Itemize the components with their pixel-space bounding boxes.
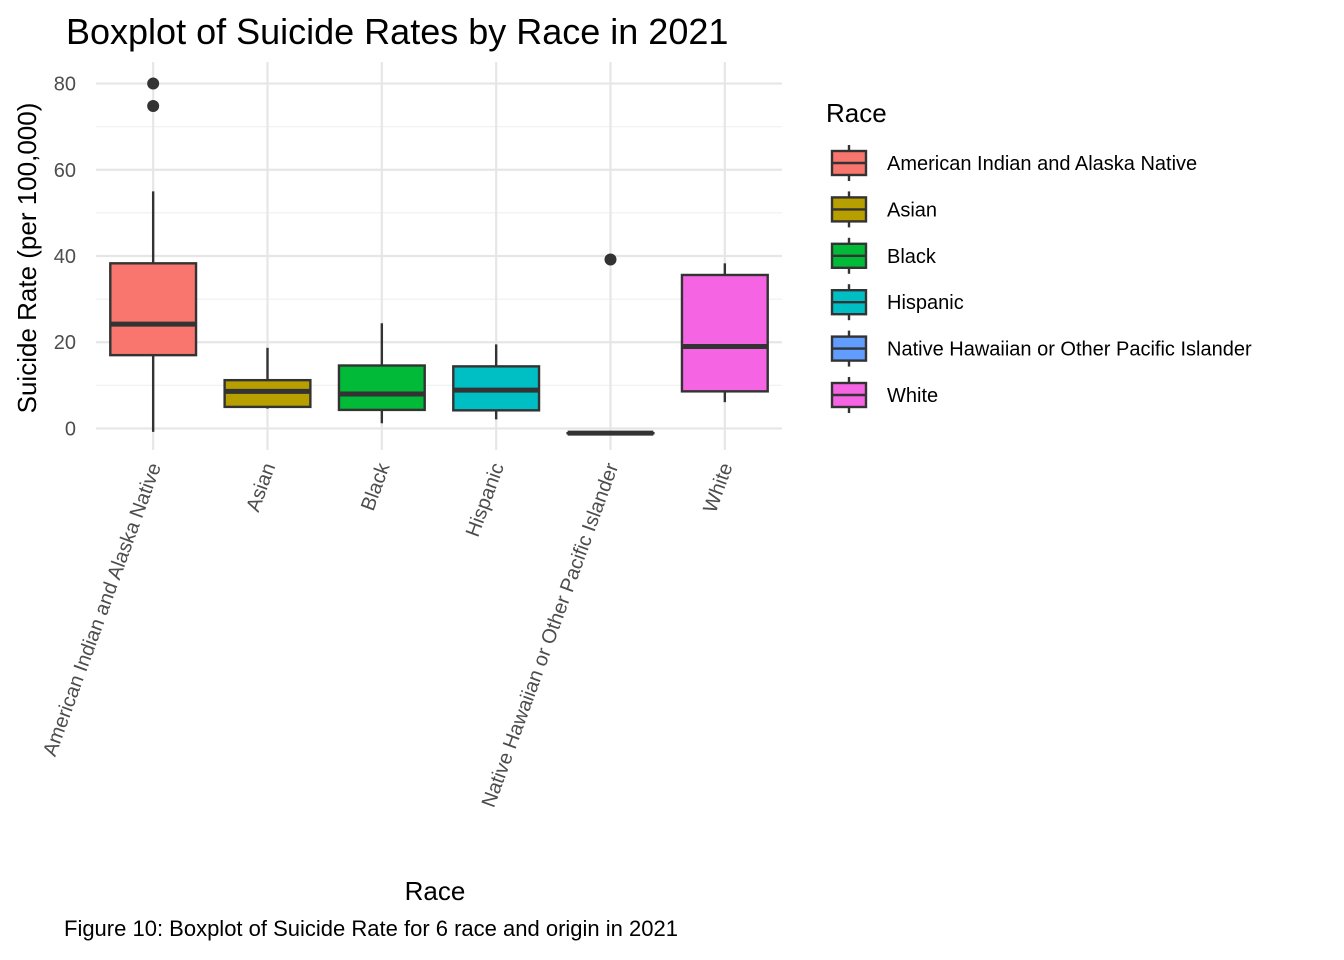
legend-item: Hispanic	[830, 284, 964, 321]
box-white	[680, 263, 769, 403]
legend-label: American Indian and Alaska Native	[887, 153, 1197, 175]
legend-item: Asian	[830, 191, 937, 228]
legend-label: Asian	[887, 199, 937, 221]
legend-label: White	[887, 385, 938, 407]
legend: Race American Indian and Alaska Native As…	[826, 98, 1252, 413]
legend-item: Black	[830, 237, 937, 274]
legend-title: Race	[826, 98, 887, 128]
y-axis-title: Suicide Rate (per 100,000)	[12, 103, 42, 414]
y-tick-label: 0	[65, 418, 76, 440]
box-iqr	[680, 273, 769, 393]
y-tick-label: 80	[54, 74, 76, 96]
legend-item: Native Hawaiian or Other Pacific Islande…	[830, 330, 1252, 367]
box-american-indian-and-alaska-native	[109, 77, 198, 432]
x-tick-label: Hispanic	[462, 460, 509, 540]
x-axis-title: Race	[405, 876, 466, 906]
x-tick-label: American Indian and Alaska Native	[39, 460, 166, 759]
box-black	[337, 323, 426, 424]
box-native-hawaiian-or-other-pacific-islander	[566, 253, 655, 436]
legend-item: American Indian and Alaska Native	[830, 145, 1197, 181]
box-iqr	[109, 262, 198, 357]
x-tick-label: Asian	[242, 460, 280, 515]
box-hispanic	[452, 344, 541, 420]
legend-item: White	[830, 377, 938, 413]
y-tick-label: 40	[54, 246, 76, 268]
outlier-point	[604, 253, 617, 266]
y-tick-label: 20	[54, 332, 76, 354]
grid-lines	[96, 62, 782, 450]
y-tick-label: 60	[54, 160, 76, 182]
box-asian	[223, 347, 312, 409]
x-tick-label: Black	[357, 459, 395, 513]
boxes	[109, 77, 769, 436]
x-tick-label: Native Hawaiian or Other Pacific Islande…	[478, 460, 623, 810]
box-iqr	[337, 364, 426, 412]
outlier-point	[147, 99, 160, 112]
legend-label: Hispanic	[887, 292, 964, 314]
x-tick-label: White	[699, 460, 737, 516]
figure-caption: Figure 10: Boxplot of Suicide Rate for 6…	[64, 916, 678, 941]
legend-label: Native Hawaiian or Other Pacific Islande…	[887, 339, 1252, 361]
legend-label: Black	[887, 246, 937, 268]
outlier-point	[147, 77, 160, 90]
axes: 0 20 40 60 80 American Indian and Alaska Nati…	[39, 74, 737, 811]
chart-title: Boxplot of Suicide Rates by Race in 2021	[66, 11, 728, 52]
